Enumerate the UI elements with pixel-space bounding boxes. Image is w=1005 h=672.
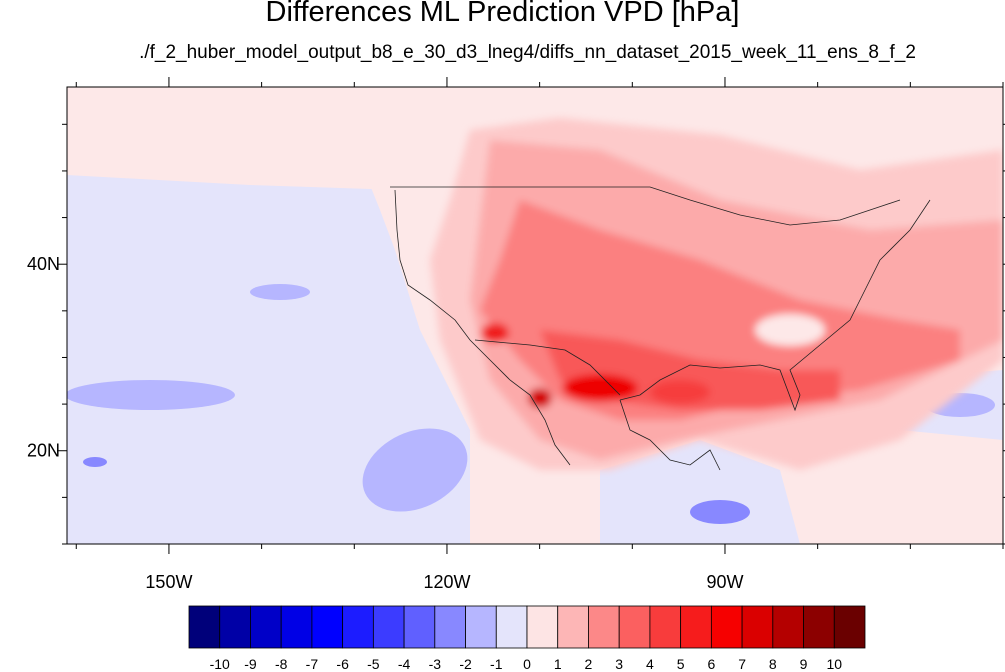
us-canada-border bbox=[390, 186, 901, 226]
plot-subtitle: ./f_2_huber_model_output_b8_e_30_d3_lneg… bbox=[139, 42, 916, 63]
x-tick-label: 150W bbox=[145, 572, 192, 592]
colorbar-swatch bbox=[188, 605, 221, 649]
colorbar-swatch bbox=[680, 605, 712, 649]
red-hotspot-baja bbox=[528, 388, 552, 408]
light-blue-region-pacific-north bbox=[67, 140, 470, 544]
x-tick-label: 90W bbox=[706, 572, 743, 592]
blue-patch-pacific-center bbox=[362, 428, 468, 512]
axis-ticks bbox=[57, 77, 1005, 554]
gulf-coast-line bbox=[619, 199, 931, 412]
colorbar-swatch bbox=[710, 605, 743, 649]
colorbar-label: 0 bbox=[523, 656, 531, 672]
colorbar-label: 8 bbox=[769, 656, 777, 672]
colorbar-label: 2 bbox=[585, 656, 593, 672]
us-mexico-border bbox=[474, 339, 621, 396]
blue-patch-central-america bbox=[690, 500, 750, 524]
colorbar-swatch bbox=[219, 605, 251, 649]
blue-patch-hawaii bbox=[83, 457, 107, 467]
colorbar-swatch bbox=[618, 605, 651, 649]
colorbar-label: -9 bbox=[244, 656, 257, 672]
mexico-outline bbox=[619, 399, 721, 471]
plot-title: Differences ML Prediction VPD [hPa] bbox=[265, 0, 740, 28]
west-coast-line bbox=[394, 189, 571, 466]
colorbar-label: 10 bbox=[826, 656, 842, 672]
colorbar-swatch bbox=[588, 605, 620, 649]
colorbar-label: 7 bbox=[738, 656, 746, 672]
colorbar-label: -10 bbox=[210, 656, 230, 672]
blue-patch-pacific-small bbox=[250, 284, 310, 300]
colorbar-swatch bbox=[833, 605, 866, 649]
colorbar-swatch bbox=[495, 605, 528, 649]
x-tick-label: 120W bbox=[423, 572, 470, 592]
colorbar-label: 3 bbox=[615, 656, 623, 672]
colorbar-swatch bbox=[649, 605, 682, 649]
colorbar-label: 9 bbox=[800, 656, 808, 672]
colorbar: -10 -9 -8 -7 -6 -5 -4 -3 -2 -1 0 1 2 3 4 5 6 7 8 9 10 bbox=[188, 605, 866, 672]
positive-anomaly-regions bbox=[430, 118, 1003, 470]
y-tick-label: 20N bbox=[27, 441, 60, 461]
colorbar-label: 1 bbox=[554, 656, 562, 672]
colorbar-swatch bbox=[557, 605, 589, 649]
colorbar-swatch bbox=[526, 605, 559, 649]
colorbar-swatch bbox=[342, 605, 374, 649]
map-panel bbox=[67, 87, 1003, 544]
colorbar-label: -6 bbox=[336, 656, 349, 672]
red-hotspot-gulf bbox=[650, 380, 710, 404]
colorbar-label: -3 bbox=[429, 656, 442, 672]
colorbar-label: -8 bbox=[275, 656, 288, 672]
colorbar-swatch bbox=[434, 605, 466, 649]
colorbar-label: -1 bbox=[490, 656, 503, 672]
colorbar-swatch bbox=[280, 605, 313, 649]
light-patch-southeast bbox=[755, 314, 825, 346]
colorbar-swatch bbox=[250, 605, 282, 649]
colorbar-label: 5 bbox=[677, 656, 685, 672]
colorbar-label: -5 bbox=[367, 656, 380, 672]
colorbar-swatch bbox=[372, 605, 405, 649]
blue-patch-pacific-east bbox=[67, 380, 235, 410]
colorbar-label: -7 bbox=[306, 656, 319, 672]
colorbar-swatch bbox=[465, 605, 497, 649]
y-tick-label: 40N bbox=[27, 254, 60, 274]
colorbar-label: 6 bbox=[707, 656, 715, 672]
colorbar-swatch bbox=[311, 605, 344, 649]
colorbar-label: -4 bbox=[398, 656, 411, 672]
coastlines-and-borders bbox=[390, 186, 931, 471]
colorbar-swatch bbox=[803, 605, 835, 649]
colorbar-swatch bbox=[772, 605, 804, 649]
colorbar-swatch bbox=[741, 605, 774, 649]
colorbar-label: -2 bbox=[459, 656, 472, 672]
light-blue-region-caribbean bbox=[600, 440, 800, 544]
colorbar-swatch bbox=[403, 605, 436, 649]
red-hotspot-texas bbox=[562, 374, 638, 402]
red-hotspot-california bbox=[481, 323, 509, 343]
colorbar-label: 4 bbox=[646, 656, 654, 672]
axis-labels: 150W 120W 90W 40N 20N bbox=[27, 254, 744, 592]
map-frame bbox=[66, 86, 1004, 545]
